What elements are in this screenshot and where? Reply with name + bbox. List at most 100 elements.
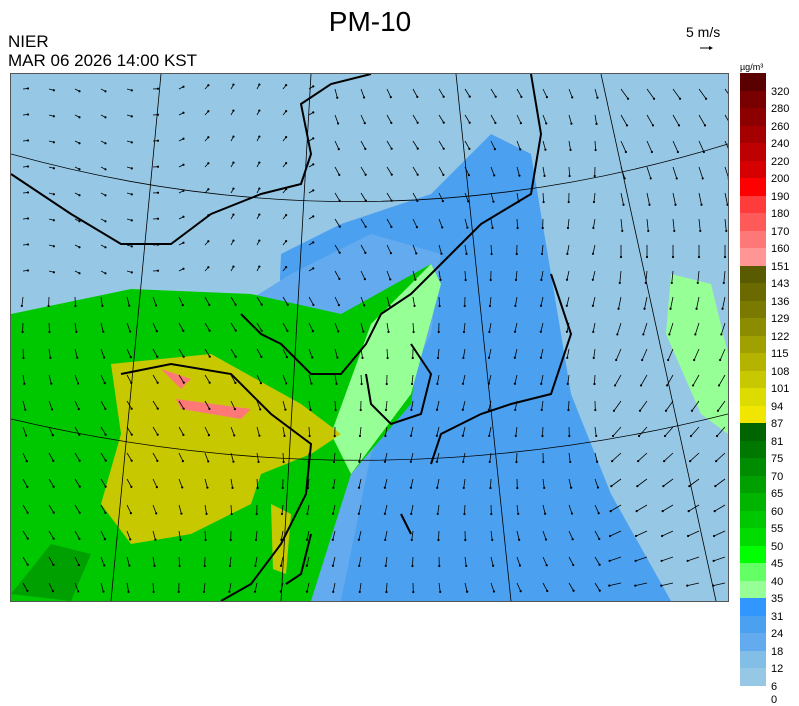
wind-arrow-head bbox=[131, 193, 133, 195]
wind-arrow-head bbox=[74, 305, 76, 307]
wind-arrow-head bbox=[725, 230, 727, 232]
wind-arrow-head bbox=[611, 460, 613, 462]
wind-arrow-head bbox=[235, 304, 237, 306]
wind-arrow-head bbox=[131, 408, 133, 410]
legend-band: 45 bbox=[740, 546, 766, 564]
legend-band: 220 bbox=[740, 143, 766, 161]
wind-arrow-head bbox=[361, 383, 363, 385]
wind-arrow-head bbox=[102, 331, 104, 333]
wind-arrow-head bbox=[338, 304, 340, 306]
wind-arrow-head bbox=[78, 564, 80, 566]
wind-arrow-head bbox=[104, 142, 106, 144]
wind-arrow-head bbox=[572, 590, 574, 592]
wind-arrow-head bbox=[27, 191, 29, 193]
wind-arrow-head bbox=[437, 357, 439, 359]
wind-arrow-head bbox=[514, 383, 516, 385]
wind-arrow-head bbox=[27, 538, 29, 540]
legend-label: 220 bbox=[771, 156, 789, 168]
legend-band: 240 bbox=[740, 126, 766, 144]
wind-arrow-head bbox=[131, 434, 133, 436]
wind-arrow-head bbox=[131, 89, 133, 91]
legend-label: 143 bbox=[771, 278, 789, 290]
wind-arrow-head bbox=[26, 590, 28, 592]
wind-arrow-head bbox=[410, 487, 412, 489]
wind-arrow-head bbox=[700, 204, 702, 206]
wind-arrow-head bbox=[567, 409, 569, 411]
wind-arrow-head bbox=[437, 539, 439, 541]
legend-band: 94 bbox=[740, 388, 766, 406]
wind-arrow-head bbox=[647, 230, 649, 232]
wind-arrow-head bbox=[466, 591, 468, 593]
wind-arrow-head bbox=[359, 591, 361, 593]
wind-arrow-head bbox=[27, 564, 29, 566]
wind-arrow-head bbox=[489, 461, 491, 463]
wind-arrow-head bbox=[598, 512, 600, 514]
wind-arrow-head bbox=[284, 409, 286, 411]
wind-arrow-head bbox=[465, 565, 467, 567]
wind-scale-label: 5 m/s bbox=[686, 24, 720, 40]
wind-arrow-head bbox=[205, 513, 207, 515]
wind-arrow-head bbox=[652, 124, 654, 126]
legend-band: 280 bbox=[740, 91, 766, 109]
wind-arrow-head bbox=[515, 279, 517, 281]
wind-arrow-head bbox=[102, 591, 104, 593]
wind-arrow-head bbox=[131, 460, 133, 462]
wind-arrow-head bbox=[332, 539, 334, 541]
wind-arrow-head bbox=[592, 279, 594, 281]
wind-arrow-head bbox=[672, 256, 674, 258]
wind-arrow-head bbox=[283, 435, 285, 437]
wind-arrow-head bbox=[491, 539, 493, 541]
legend-label: 45 bbox=[771, 558, 783, 570]
wind-arrow-head bbox=[686, 585, 688, 587]
wind-arrow-head bbox=[666, 384, 668, 386]
legend-label: 180 bbox=[771, 208, 789, 220]
legend-band: 65 bbox=[740, 476, 766, 494]
wind-arrow-head bbox=[469, 96, 471, 98]
wind-arrow-head bbox=[78, 272, 80, 274]
wind-arrow-head bbox=[439, 591, 441, 593]
wind-arrow-head bbox=[312, 215, 314, 217]
wind-arrow-head bbox=[75, 331, 77, 333]
wind-arrow-head bbox=[384, 539, 386, 541]
wind-arrow-head bbox=[101, 305, 103, 307]
wind-arrow-head bbox=[572, 538, 574, 540]
wind-arrow-head bbox=[104, 194, 106, 196]
wind-arrow-head bbox=[157, 166, 159, 168]
wind-arrow-head bbox=[287, 304, 289, 306]
wind-arrow-head bbox=[413, 331, 415, 333]
legend-band: 35 bbox=[740, 581, 766, 599]
legend-label: 50 bbox=[771, 541, 783, 553]
wind-arrow-head bbox=[543, 175, 545, 177]
legend-label: 136 bbox=[771, 296, 789, 308]
wind-arrow-head bbox=[662, 485, 664, 487]
wind-arrow-head bbox=[335, 409, 337, 411]
wind-arrow-head bbox=[691, 410, 693, 412]
wind-arrow-head bbox=[232, 214, 234, 216]
wind-arrow-head bbox=[625, 151, 627, 153]
wind-arrow-head bbox=[182, 330, 184, 332]
wind-arrow-head bbox=[311, 356, 313, 358]
wind-arrow-head bbox=[540, 305, 542, 307]
wind-arrow-head bbox=[634, 585, 636, 587]
wind-arrow-head bbox=[207, 460, 209, 462]
wind-arrow-head bbox=[286, 356, 288, 358]
wind-arrow-head bbox=[27, 113, 29, 115]
wind-arrow-head bbox=[653, 98, 655, 100]
wind-arrow-head bbox=[104, 408, 106, 410]
wind-arrow-head bbox=[662, 510, 664, 512]
wind-arrow-head bbox=[49, 357, 51, 359]
wind-arrow-head bbox=[704, 124, 706, 126]
wind-arrow-head bbox=[663, 460, 665, 462]
wind-arrow-head bbox=[540, 383, 542, 385]
wind-arrow-head bbox=[209, 382, 211, 384]
wind-arrow-head bbox=[363, 304, 365, 306]
wind-arrow-head bbox=[309, 435, 311, 437]
wind-arrow-head bbox=[542, 461, 544, 463]
wind-arrow-head bbox=[665, 410, 667, 412]
wind-arrow-head bbox=[568, 201, 570, 203]
wind-arrow-head bbox=[256, 513, 258, 515]
wind-arrow-head bbox=[21, 331, 23, 333]
wind-arrow-head bbox=[261, 304, 263, 306]
wind-arrow-head bbox=[491, 253, 493, 255]
